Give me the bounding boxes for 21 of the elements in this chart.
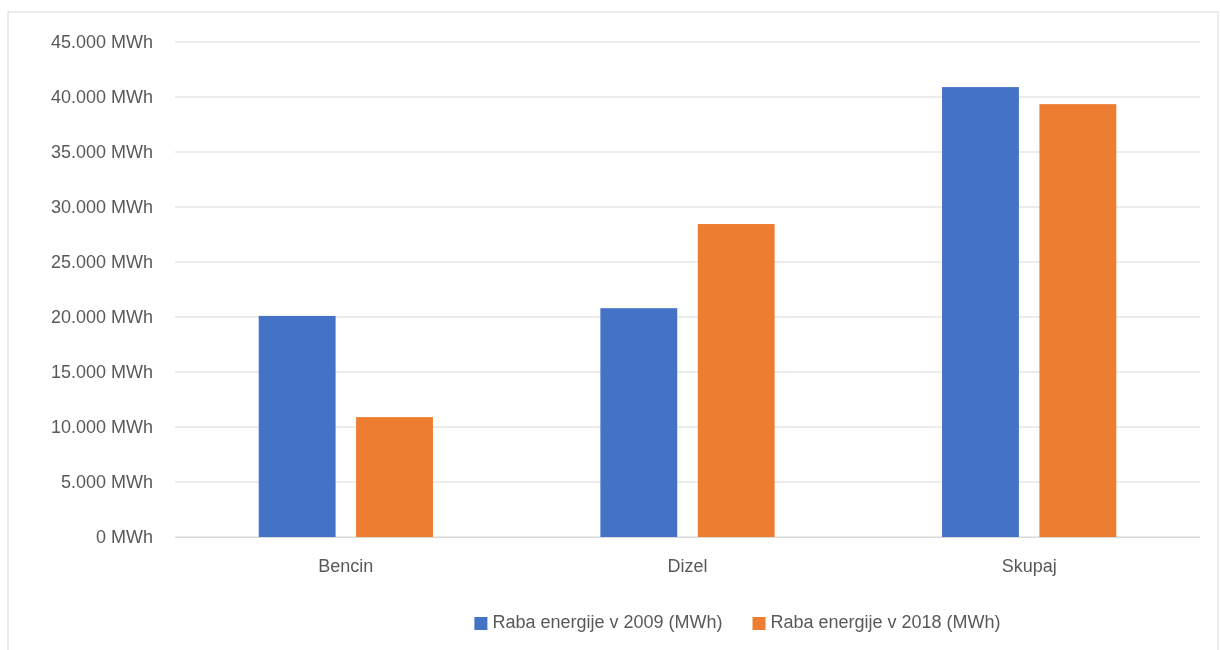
y-tick-label: 35.000 MWh [50,142,153,163]
bar [258,315,336,537]
y-tick-label: 20.000 MWh [50,307,153,328]
x-tick-label: Dizel [667,555,708,576]
y-tick-label: 25.000 MWh [50,252,153,273]
bar [942,87,1019,537]
legend-label: Raba energije v 2018 (MWh) [770,612,1001,632]
y-tick-label: 40.000 MWh [50,87,153,108]
y-tick-label: 15.000 MWh [50,362,153,383]
bar [356,417,433,537]
bar [1039,104,1117,537]
legend-label: Raba energije v 2009 (MWh) [492,612,723,632]
bar [697,224,775,537]
y-tick-label: 0 MWh [95,527,153,548]
bar [600,308,678,537]
x-tick-label: Skupaj [1001,555,1057,576]
y-tick-label: 45.000 MWh [50,32,153,53]
y-tick-label: 30.000 MWh [50,197,153,218]
y-tick-label: 10.000 MWh [50,417,153,438]
y-tick-label: 5.000 MWh [60,472,153,493]
x-tick-label: Bencin [318,555,374,576]
